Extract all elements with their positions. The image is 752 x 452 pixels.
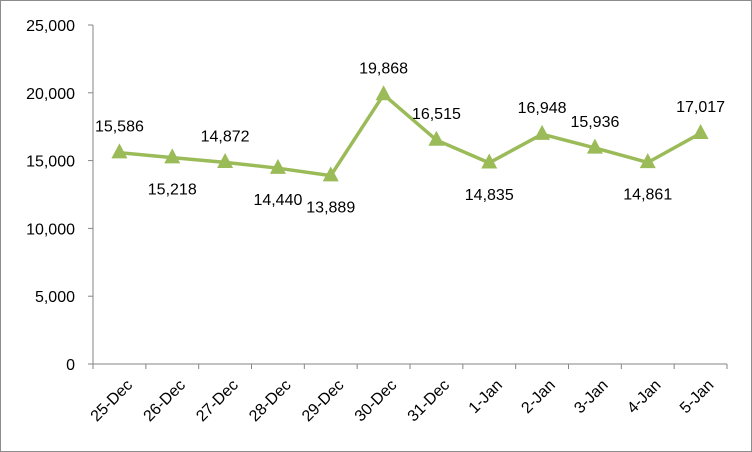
- data-label: 14,872: [201, 128, 250, 145]
- data-label: 13,889: [306, 200, 355, 217]
- x-tick-label: 25-Dec: [88, 377, 136, 425]
- x-tick-label: 1-Jan: [466, 377, 506, 417]
- data-labels-group: 15,586 15,218 14,872 14,440 13,889 19,868 16,5…: [95, 61, 725, 217]
- data-point-marker: [217, 153, 234, 169]
- data-label: 14,440: [253, 192, 302, 209]
- data-label: 15,936: [570, 114, 619, 131]
- data-label: 14,835: [465, 187, 514, 204]
- x-tick-label: 3-Jan: [571, 377, 611, 417]
- x-tick-label: 28-Dec: [246, 377, 294, 425]
- data-label: 19,868: [359, 61, 408, 78]
- x-tick-label: 2-Jan: [519, 377, 559, 417]
- x-tick-label: 5-Jan: [677, 377, 717, 417]
- x-axis: 25-Dec 26-Dec 27-Dec 28-Dec 29-Dec 30-Dec 31-D…: [88, 363, 728, 425]
- y-tick-label: 10,000: [26, 221, 75, 238]
- series-line: [119, 92, 702, 178]
- x-tick-label: 27-Dec: [193, 377, 241, 425]
- data-label: 16,948: [518, 100, 567, 117]
- data-point-marker: [481, 153, 498, 169]
- data-point-marker: [111, 143, 128, 159]
- data-label: 15,218: [148, 182, 197, 199]
- data-point-marker: [534, 124, 551, 140]
- data-label: 16,515: [412, 106, 461, 123]
- data-point-marker: [164, 148, 181, 164]
- y-tick-label: 5,000: [35, 289, 75, 306]
- data-point-marker: [586, 138, 603, 154]
- data-point-marker: [269, 158, 286, 174]
- y-tick-label: 0: [66, 357, 75, 374]
- data-point-marker: [375, 85, 392, 101]
- x-tick-label: 31-Dec: [405, 377, 453, 425]
- series-group: [111, 85, 709, 182]
- data-point-marker: [428, 130, 445, 146]
- data-label: 15,586: [95, 119, 144, 136]
- y-tick-label: 15,000: [26, 154, 75, 171]
- x-tick-label: 4-Jan: [624, 377, 664, 417]
- x-tick-label: 30-Dec: [352, 377, 400, 425]
- data-point-marker: [322, 166, 339, 182]
- x-tick-label: 26-Dec: [141, 377, 189, 425]
- y-axis: 0 5,000 10,000 15,000 20,000 25,000: [26, 18, 94, 374]
- data-label: 17,017: [676, 99, 725, 116]
- data-label: 14,861: [623, 186, 672, 203]
- data-point-marker: [639, 153, 656, 169]
- x-tick-label: 29-Dec: [299, 377, 347, 425]
- y-tick-label: 20,000: [26, 86, 75, 103]
- data-point-marker: [692, 123, 709, 139]
- y-tick-label: 25,000: [26, 18, 75, 35]
